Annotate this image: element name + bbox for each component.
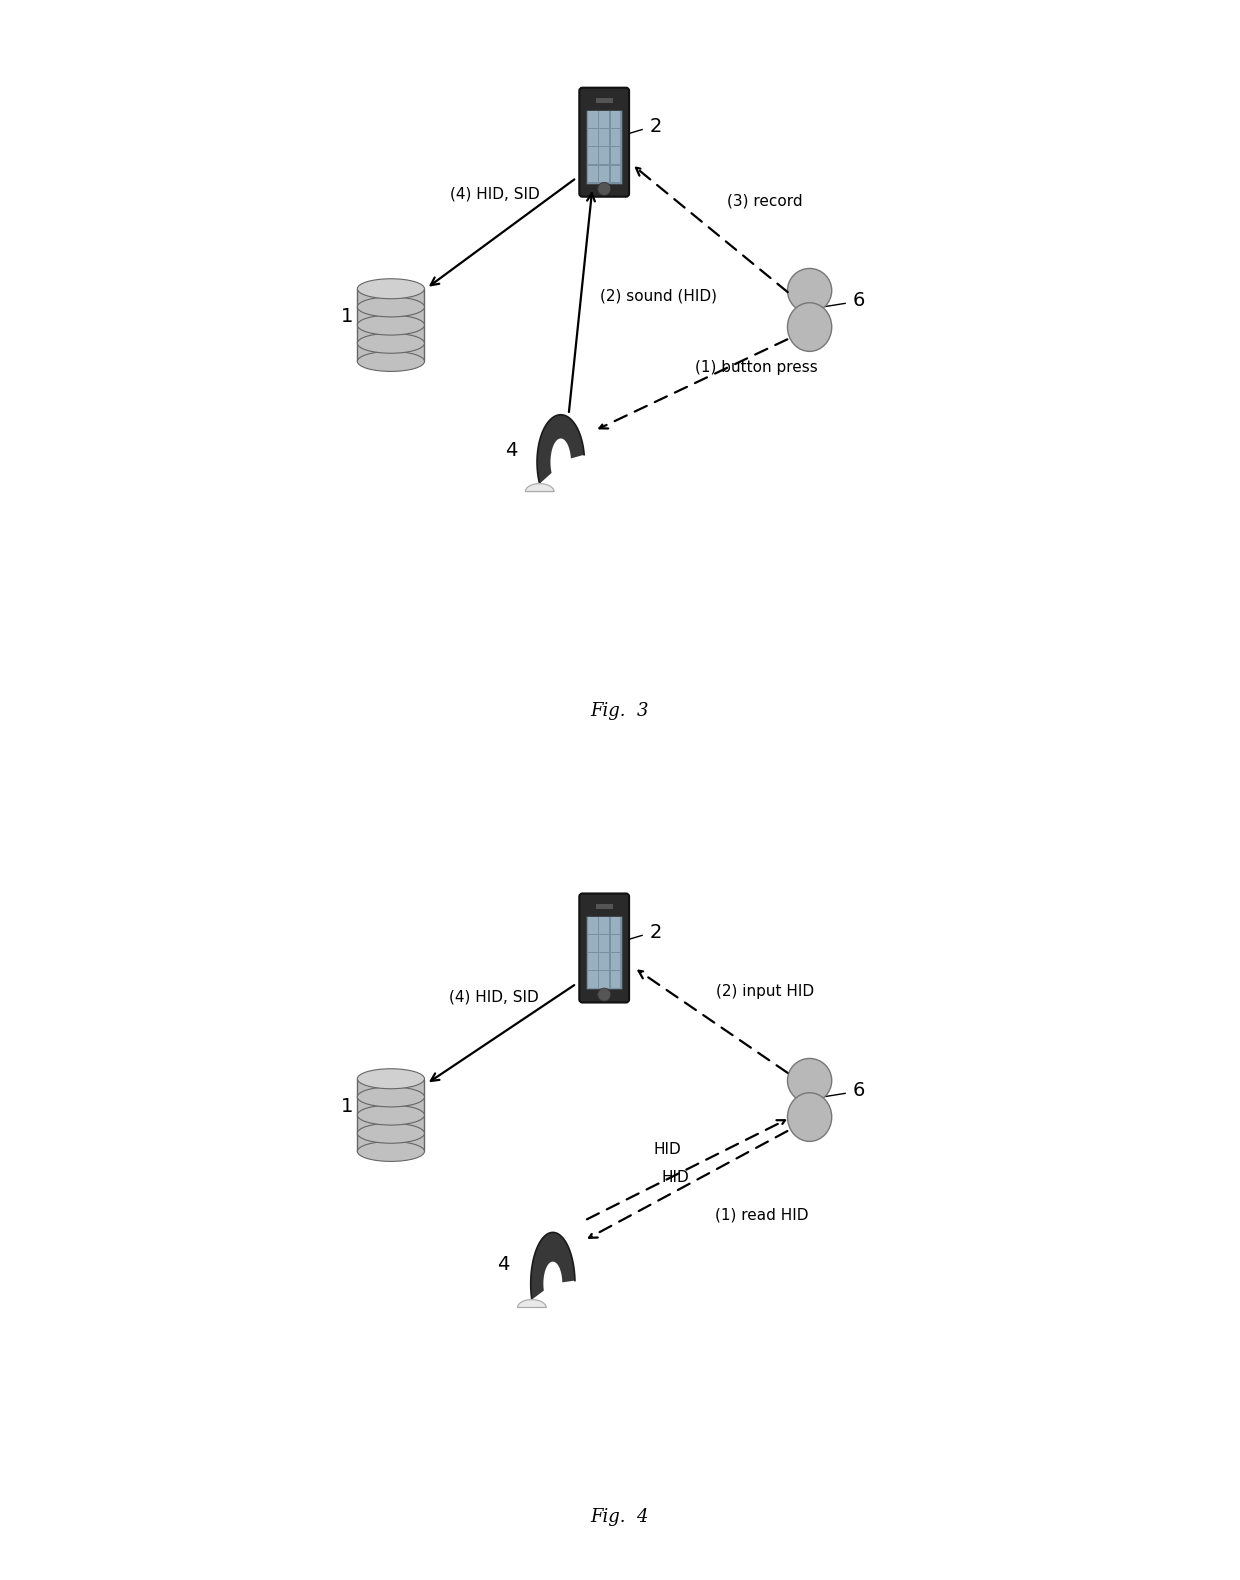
Circle shape [787, 1059, 832, 1103]
Bar [595, 904, 613, 908]
Bar [599, 953, 609, 970]
Bar [610, 916, 620, 934]
Text: (2) sound (HID): (2) sound (HID) [600, 289, 717, 303]
Text: (1) read HID: (1) read HID [714, 1207, 808, 1223]
Text: (3) record: (3) record [727, 194, 802, 209]
Bar [588, 147, 598, 164]
Text: (2) input HID: (2) input HID [717, 984, 815, 999]
Text: 2: 2 [650, 923, 662, 942]
Text: (1) button press: (1) button press [696, 360, 818, 374]
Polygon shape [526, 483, 554, 491]
Bar [588, 972, 598, 988]
Polygon shape [537, 416, 584, 483]
Text: (4) HID, SID: (4) HID, SID [450, 186, 539, 201]
Text: (4) HID, SID: (4) HID, SID [449, 989, 538, 1005]
Bar [588, 130, 598, 145]
Bar [610, 166, 620, 182]
Text: 6: 6 [852, 291, 864, 310]
Bar [599, 916, 609, 934]
Bar [599, 935, 609, 951]
Bar [588, 935, 598, 951]
Text: HID: HID [661, 1169, 689, 1185]
Ellipse shape [357, 1141, 424, 1161]
Ellipse shape [357, 1068, 424, 1089]
Polygon shape [531, 1232, 575, 1300]
Ellipse shape [357, 333, 424, 354]
Bar [357, 1079, 424, 1152]
Ellipse shape [357, 1104, 424, 1125]
Ellipse shape [357, 314, 424, 335]
Bar [610, 935, 620, 951]
Bar [610, 972, 620, 988]
Bar [357, 289, 424, 362]
FancyBboxPatch shape [579, 87, 629, 198]
Bar [599, 111, 609, 128]
Text: 4: 4 [505, 441, 517, 460]
Text: Fig.  4: Fig. 4 [590, 1507, 650, 1526]
Text: 2: 2 [650, 117, 662, 136]
Text: 4: 4 [497, 1255, 510, 1273]
Ellipse shape [357, 1087, 424, 1108]
Ellipse shape [787, 1093, 832, 1141]
Ellipse shape [357, 297, 424, 318]
Bar [610, 953, 620, 970]
Bar [588, 166, 598, 182]
Ellipse shape [357, 1123, 424, 1144]
Circle shape [598, 988, 611, 1002]
Bar [610, 147, 620, 164]
Bar [595, 98, 613, 103]
Bar [588, 953, 598, 970]
FancyBboxPatch shape [579, 893, 629, 1002]
Bar [599, 972, 609, 988]
Text: 1: 1 [341, 307, 353, 325]
Circle shape [598, 182, 611, 196]
Bar [587, 915, 622, 989]
Text: HID: HID [653, 1142, 681, 1157]
Polygon shape [517, 1300, 546, 1307]
Bar [587, 109, 622, 183]
Bar [610, 130, 620, 145]
Bar [599, 130, 609, 145]
Ellipse shape [357, 351, 424, 371]
Bar [588, 111, 598, 128]
Circle shape [787, 269, 832, 313]
Text: 6: 6 [852, 1081, 864, 1100]
Bar [610, 111, 620, 128]
Bar [588, 916, 598, 934]
Text: Fig.  3: Fig. 3 [590, 702, 650, 720]
Text: 1: 1 [341, 1097, 353, 1115]
Ellipse shape [357, 278, 424, 299]
Bar [599, 147, 609, 164]
Ellipse shape [787, 303, 832, 351]
Bar [599, 166, 609, 182]
